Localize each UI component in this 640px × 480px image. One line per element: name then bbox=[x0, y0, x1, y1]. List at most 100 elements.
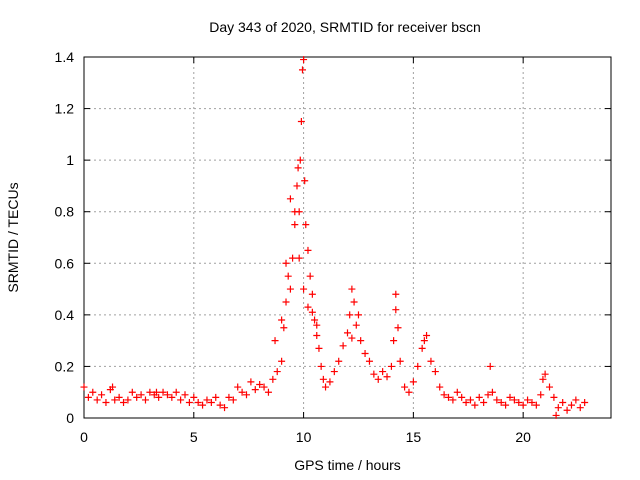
data-point bbox=[515, 399, 523, 407]
data-point bbox=[486, 362, 494, 370]
data-point bbox=[524, 396, 532, 404]
data-point bbox=[225, 393, 233, 401]
data-point bbox=[172, 388, 180, 396]
data-point bbox=[199, 401, 207, 409]
data-point bbox=[301, 177, 309, 185]
data-point bbox=[453, 388, 461, 396]
data-point bbox=[137, 391, 145, 399]
data-point bbox=[84, 393, 92, 401]
data-point bbox=[563, 406, 571, 414]
data-point bbox=[120, 399, 128, 407]
y-tick-label: 0.6 bbox=[55, 255, 75, 271]
data-point bbox=[396, 357, 404, 365]
data-point bbox=[177, 396, 185, 404]
data-point bbox=[111, 396, 119, 404]
data-point bbox=[286, 195, 294, 203]
data-point bbox=[350, 298, 358, 306]
data-point bbox=[280, 324, 288, 332]
data-point bbox=[315, 344, 323, 352]
data-point bbox=[475, 393, 483, 401]
data-point bbox=[234, 383, 242, 391]
data-point bbox=[264, 388, 272, 396]
data-point bbox=[401, 383, 409, 391]
data-point bbox=[302, 221, 310, 229]
data-point bbox=[152, 388, 160, 396]
data-point bbox=[238, 388, 246, 396]
chart-title: Day 343 of 2020, SRMTID for receiver bsc… bbox=[209, 19, 481, 35]
data-point bbox=[449, 396, 457, 404]
data-point bbox=[102, 399, 110, 407]
axis-ticks: 0 0.2 0.4 0.6 0.8 1 1.2 1.4 0 5 10 15 20 bbox=[55, 49, 611, 445]
data-point bbox=[185, 399, 193, 407]
data-point bbox=[221, 404, 229, 412]
data-point bbox=[348, 285, 356, 293]
data-point bbox=[344, 329, 351, 337]
data-point bbox=[308, 308, 316, 316]
data-point bbox=[207, 399, 215, 407]
data-point bbox=[427, 357, 435, 365]
data-point bbox=[146, 388, 154, 396]
data-point bbox=[269, 375, 277, 383]
data-point bbox=[346, 311, 354, 319]
data-point bbox=[291, 208, 299, 216]
data-point bbox=[550, 393, 558, 401]
data-point bbox=[335, 357, 343, 365]
data-point bbox=[409, 378, 417, 386]
y-tick-label: 0 bbox=[66, 410, 74, 426]
data-point bbox=[497, 399, 505, 407]
data-point bbox=[370, 370, 378, 378]
data-point bbox=[493, 396, 501, 404]
data-point bbox=[510, 396, 518, 404]
data-point bbox=[308, 290, 316, 298]
data-point bbox=[251, 386, 259, 394]
plot-frame bbox=[83, 56, 612, 419]
data-point bbox=[229, 396, 237, 404]
data-point bbox=[394, 324, 402, 332]
data-point bbox=[133, 393, 141, 401]
x-tick-label: 0 bbox=[80, 429, 88, 445]
data-point bbox=[431, 368, 439, 376]
data-point bbox=[163, 391, 171, 399]
data-point bbox=[80, 383, 88, 391]
y-tick-label: 0.2 bbox=[55, 358, 75, 374]
y-tick-label: 0.4 bbox=[55, 307, 75, 323]
data-point bbox=[273, 368, 281, 376]
data-point bbox=[502, 401, 510, 409]
data-point bbox=[567, 401, 575, 409]
data-point bbox=[128, 388, 136, 396]
y-tick-label: 1 bbox=[66, 152, 74, 168]
data-point bbox=[466, 396, 474, 404]
data-point bbox=[532, 401, 540, 409]
data-point bbox=[462, 399, 470, 407]
y-axis-title: SRMTID / TECUs bbox=[5, 182, 21, 292]
data-point bbox=[203, 396, 211, 404]
data-point bbox=[365, 357, 373, 365]
data-point bbox=[256, 380, 264, 388]
data-point bbox=[294, 164, 302, 172]
x-tick-label: 20 bbox=[515, 429, 531, 445]
data-point bbox=[576, 404, 584, 412]
data-point bbox=[271, 337, 279, 345]
data-point bbox=[304, 303, 312, 311]
data-point bbox=[300, 56, 308, 64]
data-point bbox=[420, 337, 428, 345]
data-point bbox=[89, 388, 97, 396]
data-point bbox=[124, 396, 132, 404]
data-point bbox=[109, 383, 117, 391]
data-point bbox=[313, 321, 321, 329]
data-point bbox=[374, 375, 382, 383]
y-tick-label: 0.8 bbox=[55, 204, 75, 220]
data-point bbox=[488, 388, 496, 396]
data-point bbox=[484, 391, 492, 399]
data-point bbox=[181, 391, 189, 399]
data-point bbox=[190, 393, 198, 401]
data-point bbox=[216, 401, 224, 409]
data-point bbox=[383, 373, 391, 381]
data-point bbox=[458, 393, 466, 401]
data-point bbox=[506, 393, 514, 401]
x-tick-label: 5 bbox=[190, 429, 198, 445]
data-point bbox=[539, 375, 547, 383]
data-point bbox=[286, 285, 294, 293]
data-point bbox=[141, 396, 149, 404]
